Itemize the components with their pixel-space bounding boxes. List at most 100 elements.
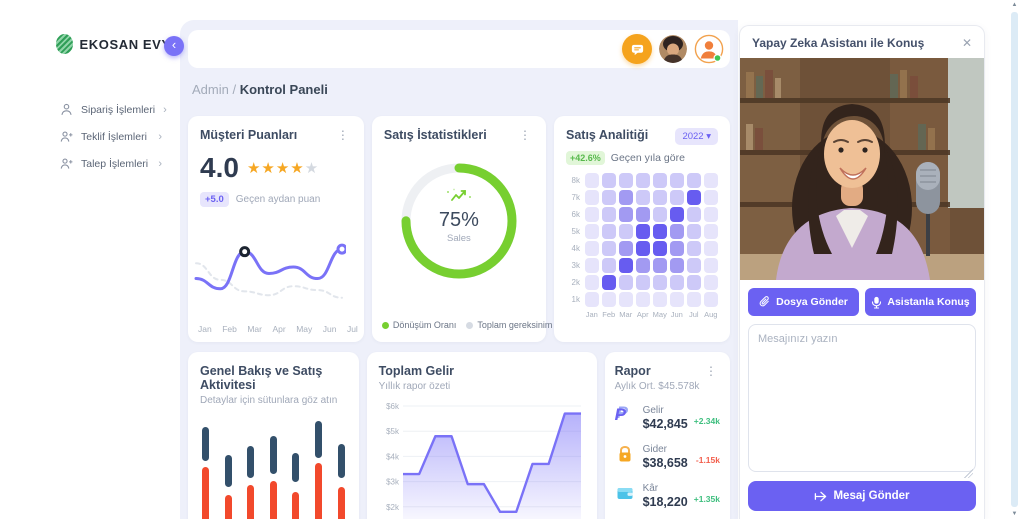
- heatmap-cell: [669, 258, 684, 273]
- brand-name: EKOSAN EVYE: [79, 36, 180, 52]
- report-row-kar: Kâr $18,220 +1.35k: [615, 483, 720, 509]
- report-value: $38,658: [642, 456, 688, 470]
- main-content: Admin / Kontrol Paneli Müşteri Puanları …: [180, 20, 738, 519]
- heatmap-cell: [686, 173, 701, 188]
- heatmap-cell: [584, 190, 599, 205]
- chevron-right-icon: ›: [163, 103, 167, 116]
- kebab-menu-icon[interactable]: ⋮: [519, 128, 531, 142]
- heatmap-cell: [584, 207, 599, 222]
- message-input[interactable]: [748, 324, 976, 472]
- sales-heatmap-chart: 8k 7k 6k 5k 4k 3k 2k 1k Jan Feb Mar Apr May Jun Jul Aug: [566, 173, 718, 319]
- x-tick-label: Jan: [198, 324, 212, 334]
- bar-segment-navy: [269, 435, 277, 474]
- conversion-donut-chart: 75% Sales: [396, 158, 522, 284]
- bar-segment-navy: [224, 455, 232, 487]
- y-tick-label: 5k: [571, 226, 580, 236]
- send-message-button[interactable]: Mesaj Gönder: [748, 481, 976, 511]
- ratings-line-chart: [192, 234, 360, 320]
- y-tick-label: 4k: [571, 243, 580, 253]
- year-dropdown[interactable]: 2022 ▾: [675, 128, 718, 145]
- heatmap-cell: [618, 224, 633, 239]
- heatmap-cell: [584, 292, 599, 307]
- send-icon: [815, 491, 827, 501]
- heatmap-cell: [601, 224, 616, 239]
- heatmap-cell: [669, 190, 684, 205]
- heatmap-cell: [635, 207, 650, 222]
- x-tick-label: Feb: [222, 324, 237, 334]
- heatmap-cell: [669, 275, 684, 290]
- wallet-icon: [615, 483, 637, 505]
- heatmap-cell: [703, 292, 718, 307]
- sidebar-item-talep-islemleri[interactable]: Talep İşlemleri ›: [0, 150, 180, 177]
- activity-column: [269, 410, 277, 519]
- heatmap-cell: [686, 190, 701, 205]
- profile-button[interactable]: [694, 34, 724, 64]
- heatmap-cell: [635, 224, 650, 239]
- bar-segment-navy: [292, 452, 300, 483]
- y-tick-label: 3k: [571, 260, 580, 270]
- heatmap-cell: [652, 292, 667, 307]
- heatmap-cell: [652, 190, 667, 205]
- heatmap-cell: [635, 241, 650, 256]
- sidebar-item-siparis-islemleri[interactable]: Sipariş İşlemleri ›: [0, 96, 180, 123]
- chevron-right-icon: ›: [158, 157, 162, 170]
- y-tick-label: 2k: [571, 277, 580, 287]
- legend-dot-green: [381, 321, 389, 329]
- svg-text:$6k: $6k: [386, 402, 400, 411]
- heatmap-cell: [669, 241, 684, 256]
- report-delta: +2.34k: [693, 416, 720, 426]
- close-icon[interactable]: ✕: [961, 36, 972, 50]
- search-input[interactable]: [194, 30, 622, 68]
- kebab-menu-icon[interactable]: ⋮: [705, 364, 717, 378]
- heatmap-cell: [584, 173, 599, 188]
- sidebar-item-teklif-islemleri[interactable]: Teklif İşlemleri ›: [0, 123, 180, 150]
- avatar-photo-icon: [659, 35, 687, 63]
- chat-button[interactable]: [622, 34, 652, 64]
- kebab-menu-icon[interactable]: ⋮: [336, 128, 349, 142]
- card-toplam-gelir: Toplam Gelir Yıllık rapor özeti $6k $5k $4…: [366, 352, 597, 519]
- card-satis-analitigi: Satış Analitiği 2022 ▾ +42.6% Geçen yıla…: [554, 116, 730, 342]
- user-avatar-photo[interactable]: [659, 35, 687, 63]
- sidebar-menu: Sipariş İşlemleri › Teklif İşlemleri ›: [0, 96, 180, 177]
- sidebar-collapse-button[interactable]: ‹: [164, 36, 184, 56]
- legend-label: Dönüşüm Oranı: [392, 320, 457, 330]
- heatmap-cell: [652, 173, 667, 188]
- trend-squiggle-icon: [446, 188, 472, 204]
- sidebar: EKOSAN EVYE ‹ Sipariş İşlemleri › Teklif…: [0, 0, 184, 519]
- report-label: Gelir: [642, 405, 664, 416]
- heatmap-cell: [686, 258, 701, 273]
- scroll-up-icon[interactable]: ▲: [1011, 2, 1018, 8]
- star-icon: ★: [275, 159, 291, 177]
- y-tick-label: 7k: [571, 192, 580, 202]
- star-rating: ★★★★★: [247, 159, 319, 178]
- heatmap-cell: [601, 275, 616, 290]
- x-tick-label: Mar: [619, 309, 633, 319]
- heatmap-cell: [686, 224, 701, 239]
- activity-bar-chart: [202, 410, 345, 519]
- page-scrollbar[interactable]: ▲ ▼: [1008, 0, 1020, 519]
- talk-to-assistant-button[interactable]: Asistanla Konuş: [865, 288, 976, 316]
- microphone-icon: [872, 296, 882, 309]
- bar-segment-red: [269, 481, 277, 519]
- heatmap-cell: [635, 190, 650, 205]
- heatmap-cell: [686, 292, 701, 307]
- legend-dot-gray: [466, 321, 474, 329]
- svg-text:$2k: $2k: [386, 503, 400, 512]
- x-tick-label: Apr: [636, 309, 649, 319]
- heatmap-cell: [686, 275, 701, 290]
- heatmap-cell: [635, 292, 650, 307]
- breadcrumb-prefix[interactable]: Admin /: [192, 82, 237, 97]
- scroll-down-icon[interactable]: ▼: [1011, 511, 1018, 517]
- card-subtitle: Yıllık rapor özeti: [378, 381, 451, 392]
- sidebar-item-label: Sipariş İşlemleri: [81, 103, 156, 116]
- heatmap-cell: [635, 173, 650, 188]
- heatmap-cell: [601, 292, 616, 307]
- heatmap-cell: [601, 207, 616, 222]
- breadcrumb: Admin / Kontrol Paneli: [192, 82, 328, 97]
- card-title: Toplam Gelir: [378, 364, 455, 378]
- resize-handle[interactable]: [964, 469, 973, 478]
- scrollbar-thumb[interactable]: [1011, 12, 1018, 507]
- heatmap-cell: [618, 241, 633, 256]
- send-file-button[interactable]: Dosya Gönder: [748, 288, 859, 316]
